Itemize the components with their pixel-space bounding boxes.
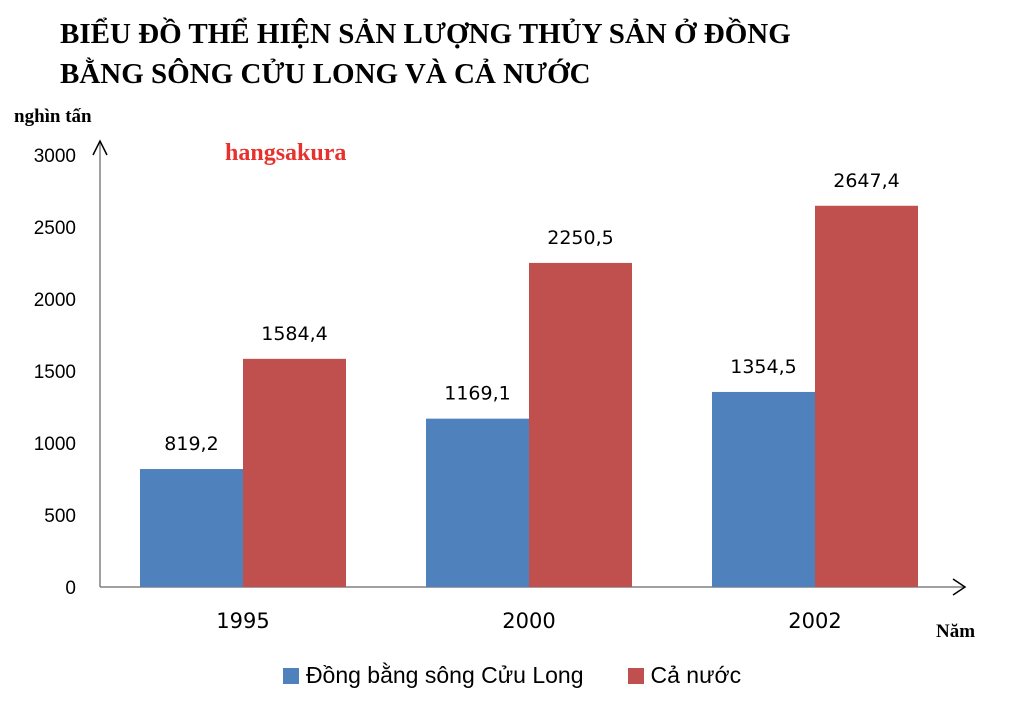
- data-label: 2250,5: [547, 227, 613, 249]
- chart-title: BIỂU ĐỒ THỂ HIỆN SẢN LƯỢNG THỦY SẢN Ở ĐỒ…: [60, 14, 980, 94]
- y-tick-label: 500: [44, 506, 76, 527]
- data-label: 2647,4: [833, 170, 899, 192]
- y-tick-label: 3000: [34, 146, 76, 167]
- chart-legend: Đồng bằng sông Cửu Long Cả nước: [0, 662, 1024, 689]
- x-tick-label: 2000: [502, 609, 555, 633]
- y-tick-label: 1500: [34, 362, 76, 383]
- bar-1-2002: [815, 205, 918, 587]
- data-label: 1169,1: [444, 383, 510, 405]
- bar-1-1995: [243, 358, 346, 587]
- x-axis-title: Năm: [936, 621, 975, 642]
- y-axis-arrow: [92, 139, 108, 156]
- x-tick-label: 2002: [788, 609, 841, 633]
- data-label: 1354,5: [730, 356, 796, 378]
- bar-0-2000: [426, 418, 529, 587]
- bar-chart: 0 500 1000 1500 2000 2500 3000 nghìn tấn Năm 819,…: [14, 106, 975, 642]
- legend-label-dbscl: Đồng bằng sông Cửu Long: [305, 662, 584, 688]
- legend-swatch-ca-nuoc: [627, 667, 644, 684]
- legend-label-ca-nuoc: Cả nước: [650, 662, 742, 688]
- y-tick-label: 0: [65, 578, 76, 599]
- y-tick-label: 1000: [34, 434, 76, 455]
- chart-title-line-2: BẰNG SÔNG CỬU LONG VÀ CẢ NƯỚC: [60, 58, 591, 90]
- x-axis-arrow: [952, 578, 967, 596]
- x-tick-label: 1995: [216, 609, 269, 633]
- y-tick-label: 2000: [34, 290, 76, 311]
- data-label: 819,2: [164, 433, 218, 455]
- data-label: 1584,4: [261, 323, 327, 345]
- watermark-text: hangsakura: [225, 140, 347, 166]
- y-tick-label: 2500: [34, 218, 76, 239]
- bar-0-1995: [140, 469, 243, 587]
- legend-swatch-dbscl: [282, 667, 299, 684]
- y-axis-title: nghìn tấn: [14, 106, 92, 127]
- bar-0-2002: [712, 391, 815, 587]
- legend-item-ca-nuoc: Cả nước: [627, 662, 742, 689]
- bar-1-2000: [529, 262, 632, 587]
- legend-item-dbscl: Đồng bằng sông Cửu Long: [282, 662, 584, 689]
- chart-title-line-1: BIỂU ĐỒ THỂ HIỆN SẢN LƯỢNG THỦY SẢN Ở ĐỒ…: [60, 18, 791, 50]
